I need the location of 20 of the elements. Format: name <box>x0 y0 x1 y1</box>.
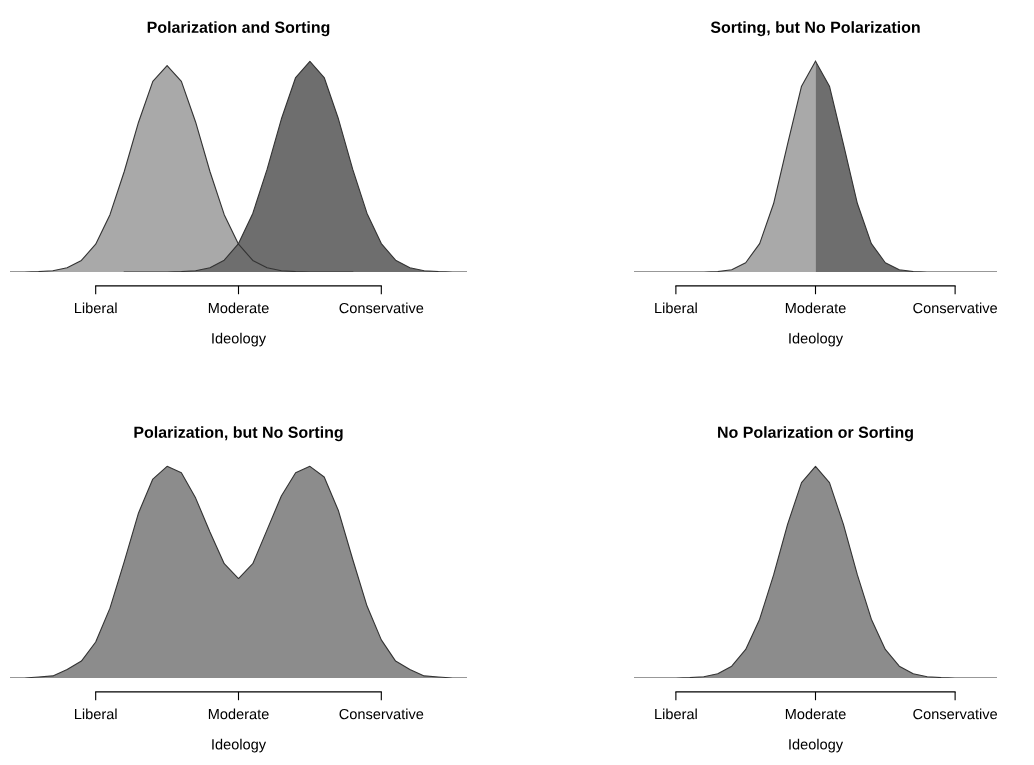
chart-title: Polarization, but No Sorting <box>134 426 343 442</box>
x-tick-label: Liberal <box>655 302 697 314</box>
x-tick-label: Liberal <box>75 302 117 314</box>
x-tick-label: Moderate <box>785 708 846 720</box>
x-tick-label: Liberal <box>655 708 697 720</box>
chart-title: Sorting, but No Polarization <box>710 21 920 37</box>
x-tick-label: Moderate <box>208 302 269 314</box>
x-axis-title: Ideology <box>212 332 267 347</box>
x-axis-title: Ideology <box>212 738 267 753</box>
x-tick-label: Liberal <box>75 708 117 720</box>
x-tick-label: Conservative <box>913 708 998 720</box>
x-tick-label: Moderate <box>208 708 269 720</box>
x-axis-title: Ideology <box>789 332 844 347</box>
x-tick-label: Conservative <box>339 708 424 720</box>
x-tick-label: Conservative <box>913 302 998 314</box>
chart-title: No Polarization or Sorting <box>718 426 913 442</box>
x-tick-label: Moderate <box>785 302 846 314</box>
chart-title: Polarization and Sorting <box>147 21 330 37</box>
x-axis-title: Ideology <box>789 738 844 753</box>
x-tick-label: Conservative <box>339 302 424 314</box>
